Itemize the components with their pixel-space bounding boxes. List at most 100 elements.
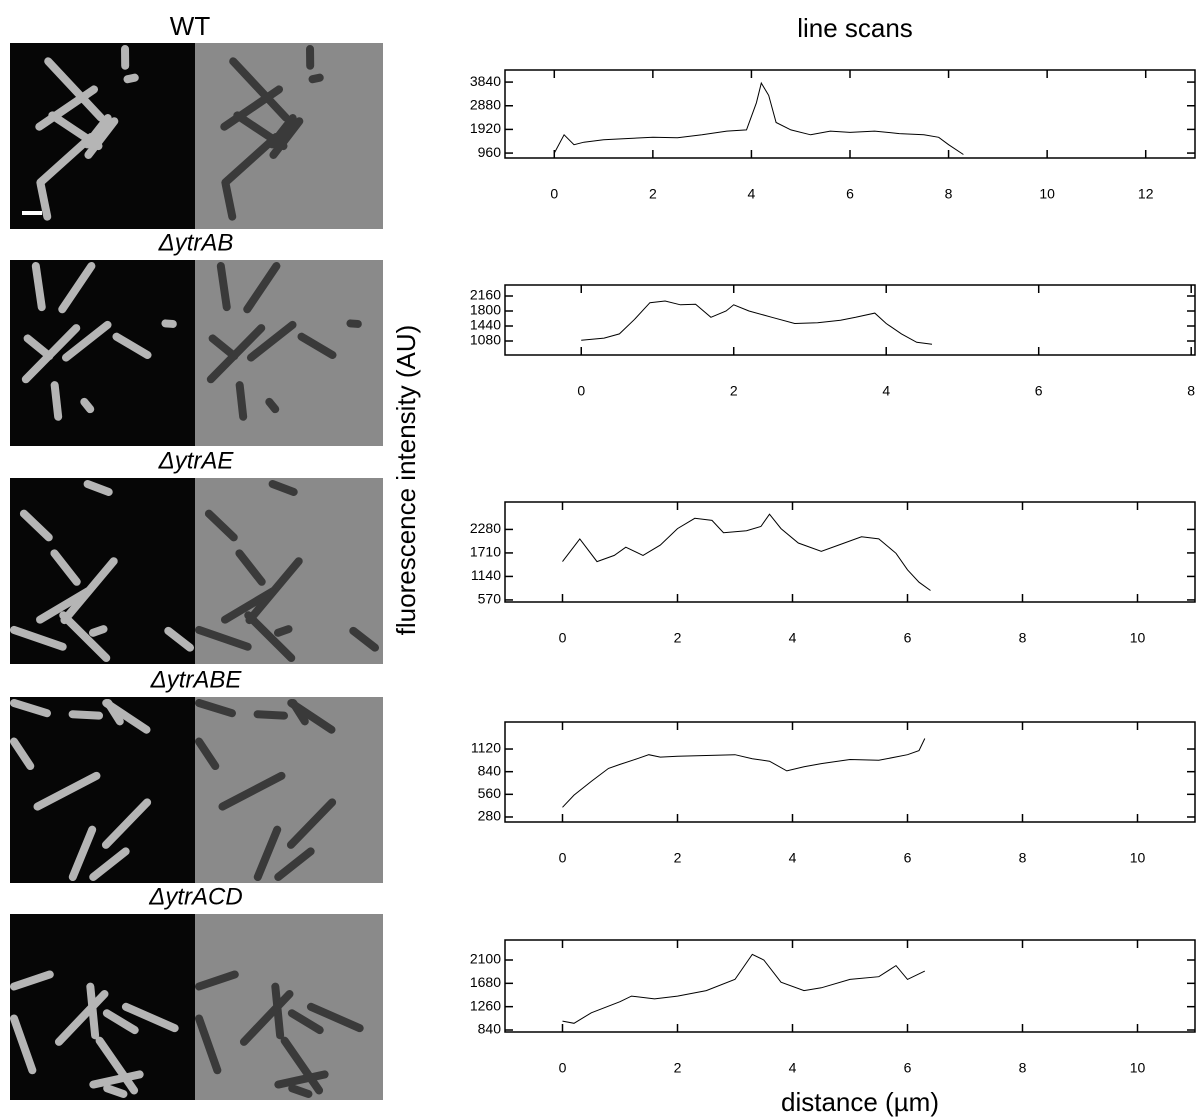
x-tick-label: 10 [1130, 630, 1146, 646]
cell [269, 117, 304, 159]
cell [297, 332, 337, 360]
x-tick-label: 10 [1130, 1060, 1146, 1076]
x-tick-label: 12 [1138, 186, 1154, 202]
plot-frame [504, 284, 1196, 356]
cell [244, 611, 296, 662]
cell [287, 1009, 324, 1035]
cell [36, 180, 52, 221]
cell [89, 1070, 144, 1089]
x-tick-label: 0 [559, 850, 567, 866]
y-tick-label: 570 [478, 591, 502, 607]
cell [95, 1036, 139, 1095]
x-tick-label: 6 [1035, 383, 1043, 399]
cell [31, 262, 46, 312]
cell [102, 1009, 139, 1035]
cell [161, 319, 177, 328]
cell [33, 771, 101, 811]
y-tick-label: 2100 [470, 951, 501, 967]
strain-label: ΔytrABE [150, 666, 243, 693]
cell [10, 625, 67, 651]
y-tick-label: 1800 [470, 302, 501, 318]
y-tick-label: 1440 [470, 317, 501, 333]
x-tick-label: 0 [550, 186, 558, 202]
fluorescence-image [10, 697, 195, 883]
phase-image [195, 697, 383, 883]
x-axis-label: distance (µm) [781, 1087, 939, 1117]
cell [36, 587, 92, 624]
line-scan [553, 81, 964, 155]
cell [235, 549, 266, 586]
cell [195, 699, 236, 718]
cell [10, 1014, 37, 1075]
x-tick-label: 8 [1019, 850, 1027, 866]
cell [221, 180, 237, 221]
x-tick-label: 2 [674, 850, 682, 866]
x-tick-label: 4 [789, 1060, 797, 1076]
cell [274, 847, 315, 881]
cell [50, 381, 63, 421]
y-tick-label: 840 [478, 762, 502, 778]
cell [220, 85, 284, 131]
x-tick-label: 4 [882, 383, 890, 399]
x-tick-label: 4 [748, 186, 756, 202]
cell [349, 626, 379, 652]
cell [89, 625, 108, 637]
x-tick-label: 6 [904, 850, 912, 866]
cell [306, 1002, 364, 1033]
cell [103, 1084, 128, 1098]
cell [50, 549, 81, 586]
cell [112, 332, 152, 360]
x-tick-label: 0 [559, 1060, 567, 1076]
cell [83, 480, 113, 496]
cell [44, 57, 105, 122]
cell [35, 85, 99, 131]
y-tick-label: 960 [478, 144, 502, 160]
cell [195, 625, 252, 651]
cell [61, 320, 112, 362]
phase-image [195, 914, 383, 1100]
x-tick-label: 2 [730, 383, 738, 399]
cell [229, 57, 290, 122]
cell [121, 1002, 179, 1033]
cell [10, 699, 51, 718]
y-tick-label: 1680 [470, 974, 501, 990]
x-tick-label: 8 [1019, 630, 1027, 646]
y-tick-label: 1080 [470, 332, 501, 348]
x-tick-label: 0 [577, 383, 585, 399]
cell [253, 825, 282, 881]
y-tick-label: 2160 [470, 287, 501, 303]
x-tick-label: 4 [789, 850, 797, 866]
strain-label: ΔytrACD [148, 883, 242, 910]
x-tick-label: 0 [559, 630, 567, 646]
cell [286, 798, 337, 849]
x-tick-label: 2 [649, 186, 657, 202]
cell [308, 73, 324, 84]
cell [289, 699, 309, 726]
micrographs [10, 43, 383, 1100]
cell [54, 989, 109, 1046]
cell [10, 737, 35, 771]
y-tick-label: 1140 [471, 567, 501, 583]
cell [274, 1070, 329, 1089]
cell [346, 319, 362, 328]
cell [204, 509, 238, 542]
plot-frame [504, 721, 1196, 823]
y-tick-label: 2280 [470, 520, 501, 536]
y-tick-label: 1710 [470, 544, 501, 560]
cell [243, 262, 281, 314]
plot-frame [504, 69, 1196, 159]
cell [253, 710, 289, 720]
x-tick-label: 8 [1019, 1060, 1027, 1076]
cell [280, 1036, 324, 1095]
y-tick-label: 3840 [470, 73, 501, 89]
line-scan [562, 513, 931, 591]
cell [101, 798, 152, 849]
cell [36, 133, 95, 187]
cell [216, 262, 231, 312]
cell [23, 334, 54, 361]
x-tick-label: 2 [674, 1060, 682, 1076]
y-tick-label: 840 [478, 1021, 502, 1037]
line-scan [562, 953, 926, 1024]
plot-frame [504, 501, 1196, 603]
